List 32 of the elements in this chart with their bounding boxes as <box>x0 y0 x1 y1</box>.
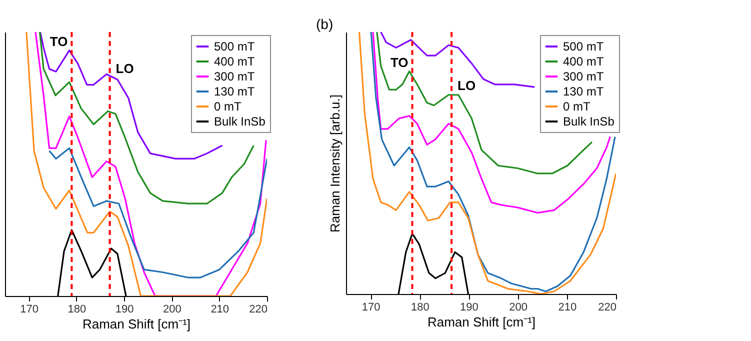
legend-label: 500 mT <box>214 40 256 54</box>
legend-label: 400 mT <box>214 54 256 68</box>
x-tick-label: 170 <box>20 304 38 316</box>
legend-label: 130 mT <box>563 84 604 98</box>
legend-label: 0 mT <box>214 100 242 114</box>
legend-label: 0 mT <box>563 100 592 114</box>
legend-label: 130 mT <box>214 84 256 98</box>
legend-label: Bulk InSb <box>214 114 266 128</box>
x-tick-label: 220 <box>598 302 616 314</box>
text: (b) <box>316 16 334 32</box>
x-axis-title: Raman Shift [cm⁻¹] <box>427 314 536 330</box>
x-tick-label: 190 <box>115 304 134 316</box>
x-tick-label: 180 <box>410 302 430 314</box>
x-axis-title: Raman Shift [cm⁻¹] <box>82 316 191 332</box>
annotation: TO <box>390 55 408 70</box>
legend-label: Bulk InSb <box>563 114 615 128</box>
x-tick-label: 210 <box>210 304 230 316</box>
legend-label: 400 mT <box>563 54 604 68</box>
annotation: LO <box>458 78 476 93</box>
x-tick-label: 170 <box>362 302 380 314</box>
annotation: TO <box>50 34 68 49</box>
x-tick-label: 200 <box>509 302 528 314</box>
legend-label: 300 mT <box>563 70 604 84</box>
legend-label: 300 mT <box>214 70 256 84</box>
x-tick-label: 180 <box>68 304 86 316</box>
x-tick-label: 200 <box>163 304 182 316</box>
x-tick-label: 190 <box>460 302 478 314</box>
x-tick-label: 210 <box>558 302 577 314</box>
x-tick-label: 220 <box>249 304 268 316</box>
y-axis-title: Raman Intensity [arb.u.] <box>328 94 342 233</box>
legend-label: 500 mT <box>563 40 604 54</box>
annotation: LO <box>116 61 134 76</box>
